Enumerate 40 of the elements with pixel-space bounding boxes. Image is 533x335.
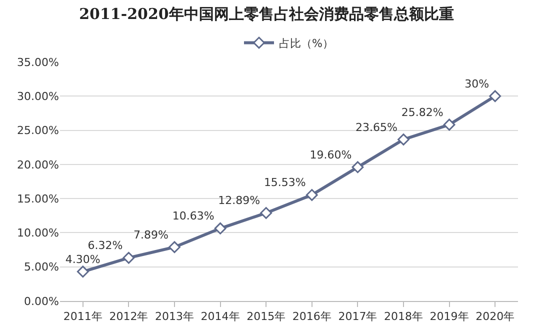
y-tick-label: 5.00% [24,260,59,274]
x-tick-label: 2017年 [338,310,378,324]
y-tick-label: 30.00% [17,90,59,103]
point [443,118,456,131]
data-label: 6.32% [88,239,123,252]
x-tick-label: 2013年 [155,310,194,324]
x-tick-label: 2020年 [476,310,515,324]
y-tick-label: 0.00% [24,294,59,308]
data-label: 25.82% [401,106,444,119]
y-tick-label: 15.00% [17,192,59,206]
y-tick-label: 10.00% [17,226,59,240]
legend-label: 占比（%） [279,37,334,50]
data-label: 19.60% [310,148,352,162]
point [306,189,318,201]
point [168,241,180,254]
data-label: 30% [464,77,490,90]
data-label: 15.53% [264,176,306,190]
x-tick-label: 2012年 [109,310,148,324]
data-label: 23.65% [356,120,398,134]
y-tick-label: 25.00% [17,124,59,138]
point [122,252,135,264]
point [489,90,502,102]
x-tick-label: 2016年 [292,310,332,324]
point [260,207,272,219]
chart-title: 2011-2020年中国网上零售占社会消费品零售总额比重 [79,4,454,23]
data-label: 4.30% [65,252,100,266]
point [214,222,226,234]
point [398,134,410,146]
x-tick-label: 2015年 [246,310,286,324]
x-tick-label: 2019年 [430,310,469,324]
point [352,161,364,174]
data-label: 7.89% [134,228,168,242]
y-tick-label: 35.00% [17,56,59,69]
x-tick-label: 2011年 [63,310,102,324]
y-tick-label: 20.00% [17,158,59,172]
data-label: 12.89% [218,194,260,208]
data-label: 10.63% [172,210,214,223]
point [76,266,89,278]
x-tick-label: 2018年 [384,310,423,324]
x-tick-label: 2014年 [200,310,240,324]
